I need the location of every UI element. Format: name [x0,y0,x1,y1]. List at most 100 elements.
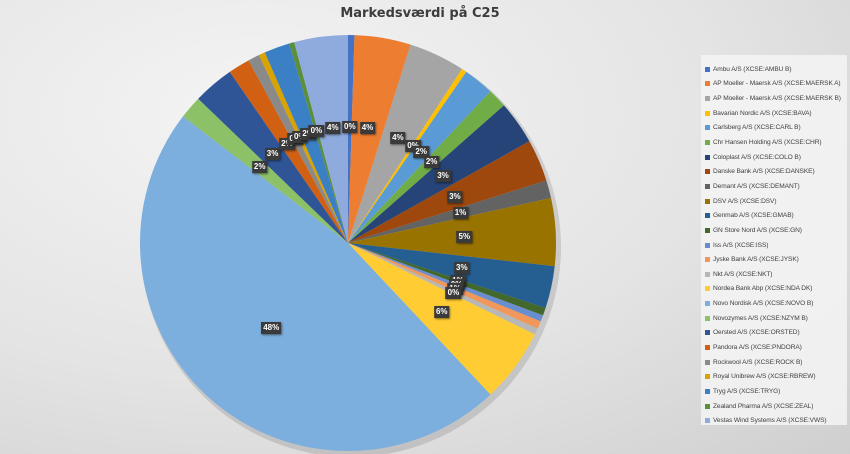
legend-item[interactable]: AP Moeller - Maersk A/S (XCSE:MAERSK A) [705,77,847,92]
data-label: 0% [445,286,462,299]
pie-slice[interactable] [264,43,348,243]
legend-label: Rockwool A/S (XCSE:ROCK B) [713,358,803,366]
legend-label: Novo Nordisk A/S (XCSE:NOVO B) [713,300,814,308]
legend-item[interactable]: Rockwool A/S (XCSE:ROCK B) [705,355,847,370]
legend-label: Pandora A/S (XCSE:PNDORA) [713,343,802,351]
legend-label: AP Moeller - Maersk A/S (XCSE:MAERSK B) [713,95,841,103]
legend-label: Genmab A/S (XCSE:GMAB) [713,212,794,220]
legend-label: Demant A/S (XCSE:DEMANT) [713,182,800,190]
legend-item[interactable]: Jyske Bank A/S (XCSE:JYSK) [705,252,847,267]
legend-swatch [705,169,710,175]
legend-label: Zealand Pharma A/S (XCSE:ZEAL) [713,402,814,410]
legend-swatch [705,315,710,321]
pie-slice[interactable] [348,68,467,244]
legend-item[interactable]: Carlsberg A/S (XCSE:CARL B) [705,121,847,136]
pie-slice[interactable] [348,35,411,243]
legend-label: Nordea Bank Abp (XCSE:NDA DK) [713,285,813,293]
data-label: 0% [342,120,358,133]
data-label: 4% [325,121,341,134]
legend-swatch [705,81,710,87]
pie-slice[interactable] [348,197,556,267]
legend-swatch [705,301,710,307]
legend-swatch [705,110,710,116]
legend-label: Danske Bank A/S (XCSE:DANSKE) [713,168,815,176]
chart-title: Markedsværdi på C25 [340,6,500,21]
legend-swatch [705,418,710,424]
legend-item[interactable]: Vestas Wind Systems A/S (XCSE:VWS) [705,413,847,428]
data-label: 2% [423,155,440,168]
legend-swatch [705,388,710,394]
legend-label: Nkt A/S (XCSE:NKT) [713,270,773,278]
data-label: 5% [456,230,473,243]
legend-item[interactable]: Tryg A/S (XCSE:TRYG) [705,384,847,399]
pie-slice[interactable] [348,35,355,243]
legend-item[interactable]: AP Moeller - Maersk A/S (XCSE:MAERSK B) [705,91,847,106]
pie-slice[interactable] [348,243,544,322]
legend-item[interactable]: Oersted A/S (XCSE:ORSTED) [705,326,847,341]
pie-slice[interactable] [248,55,348,243]
legend-label: Oersted A/S (XCSE:ORSTED) [713,329,800,337]
legend-label: Vestas Wind Systems A/S (XCSE:VWS) [713,417,827,425]
data-label: 3% [447,190,463,203]
data-label: 4% [359,122,376,135]
legend-item[interactable]: Ambu A/S (XCSE:AMBU B) [705,62,847,77]
data-label: 3% [454,261,470,274]
pie-slice[interactable] [348,243,535,395]
chart-legend: Ambu A/S (XCSE:AMBU B) AP Moeller - Maers… [701,55,847,425]
legend-item[interactable]: Pandora A/S (XCSE:PNDORA) [705,340,847,355]
data-label: 2% [413,146,429,159]
pie-slice[interactable] [348,243,541,329]
pie-slice[interactable] [139,116,491,452]
legend-swatch [705,330,710,336]
pie-slice[interactable] [289,42,348,243]
data-label: 0% [308,124,325,137]
legend-swatch [705,374,710,380]
pie-chart [139,35,561,454]
pie-slice[interactable] [348,44,462,243]
pie-slice[interactable] [348,180,552,243]
legend-label: AP Moeller - Maersk A/S (XCSE:MAERSK A) [713,80,841,88]
pie-slice[interactable] [348,243,546,316]
legend-swatch [705,242,710,248]
legend-item[interactable]: DSV A/S (XCSE:DSV) [705,194,847,209]
legend-item[interactable]: Zealand Pharma A/S (XCSE:ZEAL) [705,399,847,414]
legend-item[interactable]: GN Store Nord A/S (XCSE:GN) [705,223,847,238]
data-label: 3% [435,169,451,182]
legend-label: GN Store Nord A/S (XCSE:GN) [713,226,802,234]
legend-item[interactable]: Nkt A/S (XCSE:NKT) [705,267,847,282]
legend-swatch [705,183,710,189]
data-label: 48% [261,321,282,334]
legend-item[interactable]: Iss A/S (XCSE:ISS) [705,238,847,253]
legend-item[interactable]: Genmab A/S (XCSE:GMAB) [705,208,847,223]
legend-item[interactable]: Nordea Bank Abp (XCSE:NDA DK) [705,282,847,297]
legend-swatch [705,286,710,292]
legend-label: Carlsberg A/S (XCSE:CARL B) [713,124,801,132]
legend-label: Bavarian Nordic A/S (XCSE:BAVA) [713,109,812,117]
legend-swatch [705,227,710,233]
pie-slice[interactable] [229,60,348,244]
legend-item[interactable]: Demant A/S (XCSE:DEMANT) [705,179,847,194]
pie-slice[interactable] [294,35,348,243]
legend-label: Royal Unibrew A/S (XCSE:RBREW) [713,373,816,381]
legend-item[interactable]: Danske Bank A/S (XCSE:DANSKE) [705,164,847,179]
legend-item[interactable]: Bavarian Nordic A/S (XCSE:BAVA) [705,106,847,121]
legend-label: Chr Hansen Holding A/S (XCSE:CHR) [713,139,822,147]
legend-label: Coloplast A/S (XCSE:COLO B) [713,153,801,161]
pie-slice[interactable] [348,243,538,335]
legend-item[interactable]: Chr Hansen Holding A/S (XCSE:CHR) [705,135,847,150]
legend-swatch [705,403,710,409]
legend-item[interactable]: Coloplast A/S (XCSE:COLO B) [705,150,847,165]
legend-item[interactable]: Novozymes A/S (XCSE:NZYM B) [705,311,847,326]
legend-swatch [705,66,710,72]
legend-swatch [705,257,710,263]
legend-item[interactable]: Novo Nordisk A/S (XCSE:NOVO B) [705,296,847,311]
data-label: 3% [264,148,281,161]
pie-slice[interactable] [258,52,348,244]
legend-swatch [705,359,710,365]
legend-swatch [705,198,710,204]
legend-label: Iss A/S (XCSE:ISS) [713,241,769,249]
legend-item[interactable]: Royal Unibrew A/S (XCSE:RBREW) [705,369,847,384]
legend-swatch [705,154,710,160]
legend-label: Ambu A/S (XCSE:AMBU B) [713,65,792,73]
data-label: 6% [433,306,450,319]
